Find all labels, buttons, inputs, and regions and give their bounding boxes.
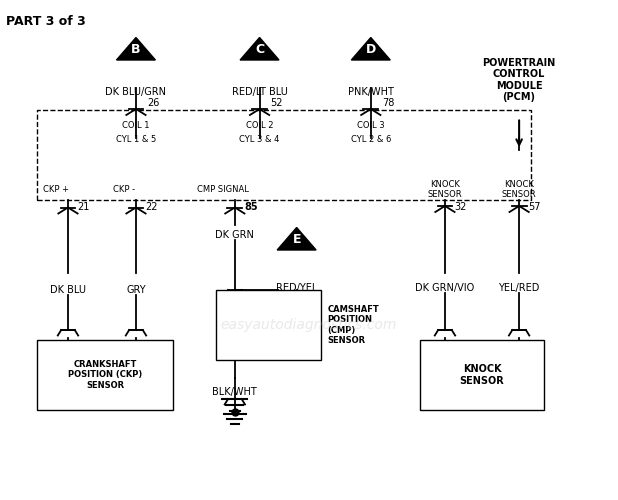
Text: 22: 22	[145, 202, 158, 212]
Text: PART 3 of 3: PART 3 of 3	[6, 15, 86, 28]
Text: COIL 1: COIL 1	[122, 120, 150, 130]
Text: D: D	[366, 44, 376, 57]
Bar	[420, 340, 544, 410]
Text: CRANKSHAFT
POSITION (CKP)
SENSOR: CRANKSHAFT POSITION (CKP) SENSOR	[68, 360, 142, 390]
Text: KNOCK
SENSOR: KNOCK SENSOR	[428, 180, 462, 200]
Text: DK BLU/GRN: DK BLU/GRN	[106, 88, 166, 98]
Text: 26: 26	[147, 98, 159, 108]
Text: CYL 1 & 5: CYL 1 & 5	[116, 136, 156, 144]
Text: CKP +: CKP +	[43, 185, 69, 194]
Text: YEL/RED: YEL/RED	[499, 282, 540, 292]
Text: CYL 2 & 6: CYL 2 & 6	[350, 136, 391, 144]
Text: DK GRN: DK GRN	[216, 230, 254, 240]
Text: GRY: GRY	[126, 285, 146, 295]
Text: BLK/WHT: BLK/WHT	[213, 386, 257, 396]
Text: C: C	[255, 44, 264, 57]
Polygon shape	[116, 38, 155, 60]
Text: 21: 21	[77, 202, 90, 212]
Bar	[216, 290, 321, 360]
Text: COIL 3: COIL 3	[357, 120, 384, 130]
Text: CAMSHAFT
POSITION
(CMP)
SENSOR: CAMSHAFT POSITION (CMP) SENSOR	[328, 305, 379, 345]
Text: PNK/WHT: PNK/WHT	[348, 88, 394, 98]
Text: CMP SIGNAL: CMP SIGNAL	[197, 185, 248, 194]
Text: 78: 78	[382, 98, 394, 108]
Text: CKP -: CKP -	[112, 185, 135, 194]
Text: RED/LT BLU: RED/LT BLU	[232, 88, 287, 98]
Polygon shape	[351, 38, 390, 60]
Text: B: B	[131, 44, 141, 57]
Text: DK BLU: DK BLU	[50, 285, 86, 295]
Text: 85: 85	[244, 202, 258, 212]
Text: RED/YEL: RED/YEL	[276, 282, 317, 292]
Bar	[37, 340, 173, 410]
Text: 32: 32	[454, 202, 467, 212]
Text: CYL 3 & 4: CYL 3 & 4	[239, 136, 280, 144]
Text: 57: 57	[528, 202, 541, 212]
Text: E: E	[292, 234, 301, 246]
Polygon shape	[240, 38, 279, 60]
Text: KNOCK
SENSOR: KNOCK SENSOR	[502, 180, 536, 200]
Text: 52: 52	[271, 98, 283, 108]
Text: KNOCK
SENSOR: KNOCK SENSOR	[460, 364, 504, 386]
Text: POWERTRAIN
CONTROL
MODULE
(PCM): POWERTRAIN CONTROL MODULE (PCM)	[483, 58, 556, 102]
Text: COIL 2: COIL 2	[246, 120, 273, 130]
Polygon shape	[277, 228, 316, 250]
Text: DK GRN/VIO: DK GRN/VIO	[415, 282, 475, 292]
Text: easyautodiagnostics.com: easyautodiagnostics.com	[221, 318, 397, 332]
